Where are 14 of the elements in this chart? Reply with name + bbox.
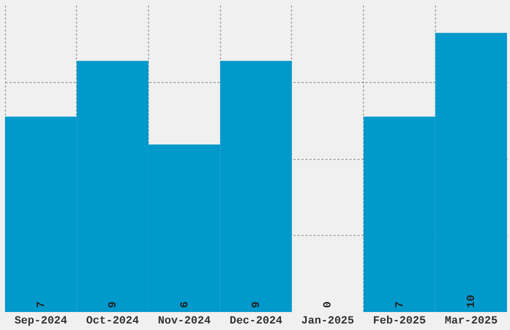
x-tick-label: Sep-2024 xyxy=(14,316,68,328)
data-label: 9 xyxy=(108,301,120,308)
data-label: 7 xyxy=(36,301,48,308)
data-label: 7 xyxy=(394,301,406,308)
data-label: 10 xyxy=(466,294,478,308)
x-tick-label: Nov-2024 xyxy=(158,316,212,328)
x-tick-label: Mar-2025 xyxy=(444,316,498,328)
data-label: 6 xyxy=(179,301,192,308)
x-tick-label: Feb-2025 xyxy=(373,316,426,328)
x-tick-label: Oct-2024 xyxy=(86,316,140,328)
x-tick-label: Dec-2024 xyxy=(230,316,283,328)
x-tick-label: Jan-2025 xyxy=(301,316,355,328)
data-label: 9 xyxy=(251,301,263,308)
data-label: 0 xyxy=(322,301,335,308)
